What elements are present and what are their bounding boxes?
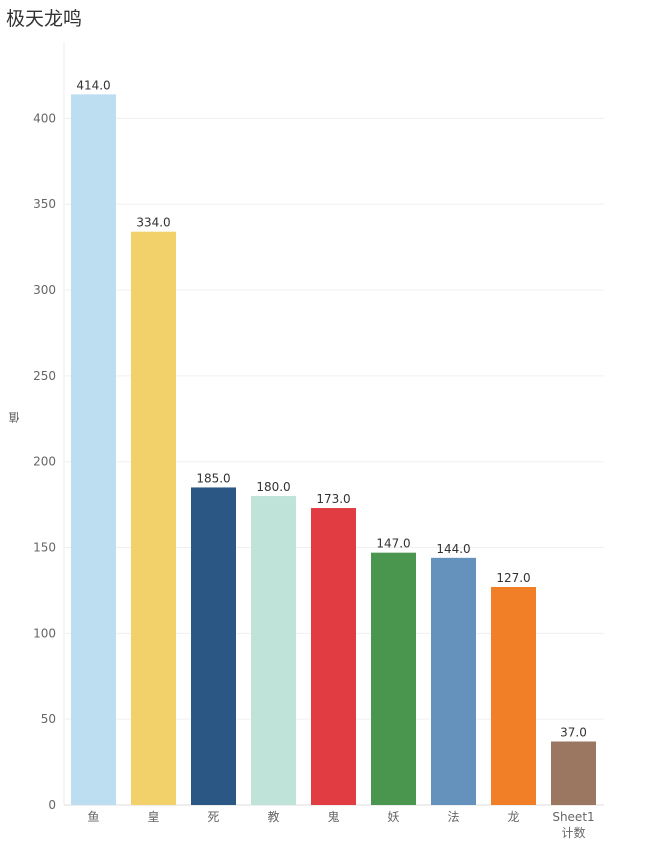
y-axis-ticks: 0 50 100 150 200 250 300 350 400 [33,111,56,812]
data-labels: 414.0 334.0 185.0 180.0 173.0 147.0 144.0 127.0… [76,78,587,739]
y-tick-label: 300 [33,283,56,297]
bar [131,231,176,806]
data-label: 414.0 [76,78,110,92]
x-tick-label: 龙 [507,810,519,824]
chart-title: 极天龙鸣 [6,8,83,30]
bar [71,94,116,805]
bar [491,587,536,805]
x-tick-label: 鬼 [327,809,339,824]
bar [251,496,296,805]
data-label: 37.0 [560,725,587,739]
y-tick-label: 50 [41,712,56,726]
x-tick-label: 法 [447,810,459,824]
x-tick-label: 皇 [147,810,159,824]
y-tick-label: 200 [33,455,56,469]
data-label: 173.0 [316,492,350,506]
x-tick-label: 妖 [387,810,399,824]
x-tick-label: Sheet1 [552,810,594,824]
bar [551,741,596,805]
y-tick-label: 100 [33,626,56,640]
data-label: 334.0 [136,216,170,230]
bar [371,552,416,805]
bars [71,94,596,806]
data-label: 144.0 [436,542,470,556]
y-tick-label: 0 [48,798,56,812]
data-label: 147.0 [376,537,410,551]
x-tick-label: 教 [267,809,279,824]
x-tick-label: 鱼 [87,810,99,824]
data-label: 185.0 [196,471,230,485]
x-tick-label: 死 [207,810,219,824]
y-tick-label: 250 [33,369,56,383]
bar [191,487,236,805]
y-tick-label: 400 [33,111,56,125]
bar [311,508,356,805]
data-label: 127.0 [496,571,530,585]
bar [431,557,476,805]
data-label: 180.0 [256,480,290,494]
y-tick-label: 150 [33,541,56,555]
x-tick-label: 计数 [561,825,585,840]
y-tick-label: 350 [33,197,56,211]
